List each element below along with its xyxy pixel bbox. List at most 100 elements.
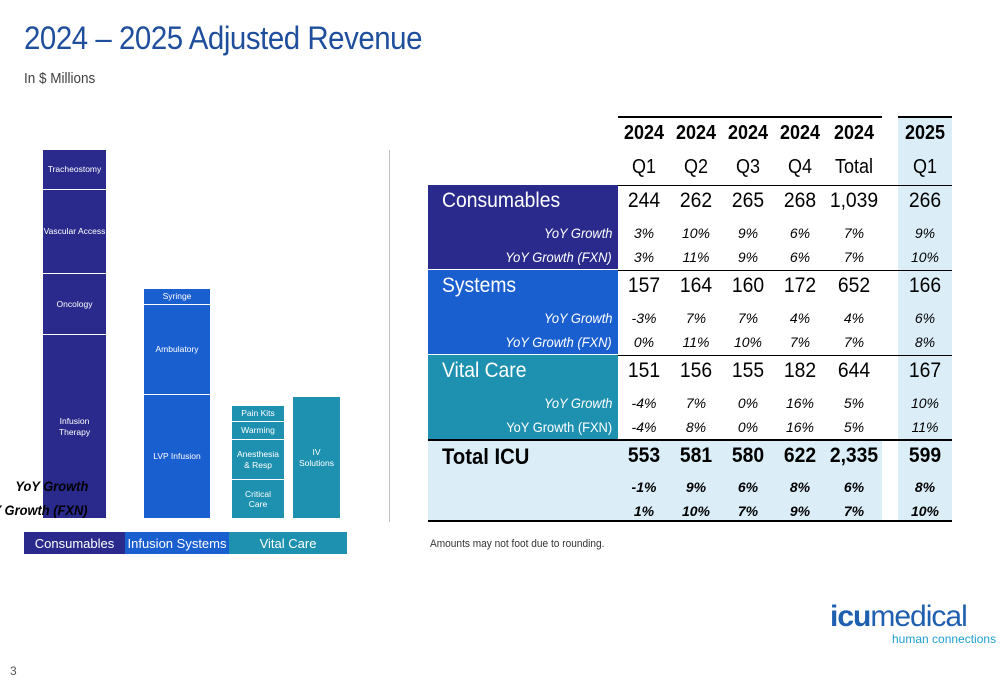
group-label-vital-care: Vital Care YoY Growth YoY Growth (FXN) bbox=[428, 355, 618, 439]
value-cell: 266 bbox=[908, 189, 942, 212]
value-cell: 155 bbox=[731, 359, 765, 382]
value-cell: 164 bbox=[679, 274, 713, 297]
yoy-label-total: YoY Growth bbox=[15, 478, 88, 494]
pct-cell: 7% bbox=[843, 503, 865, 519]
pct-cell: 8% bbox=[685, 419, 707, 435]
group-name: Vital Care bbox=[442, 359, 527, 382]
row-rule bbox=[618, 270, 952, 271]
total-top-rule bbox=[428, 439, 952, 441]
pct-cell: 1% bbox=[633, 503, 655, 519]
pct-cell: 5% bbox=[843, 395, 865, 411]
pct-cell: 7% bbox=[789, 334, 811, 350]
header-year: 2024 bbox=[623, 122, 665, 144]
segment-iv-solutions: IV Solutions bbox=[293, 397, 340, 518]
pct-cell: 9% bbox=[737, 249, 759, 265]
pct-cell: 6% bbox=[789, 249, 811, 265]
group-label-consumables: Consumables YoY Growth YoY Growth (FXN) bbox=[428, 185, 618, 269]
pct-cell: 9% bbox=[914, 225, 936, 241]
value-cell: 265 bbox=[731, 189, 765, 212]
pct-cell: 0% bbox=[737, 395, 759, 411]
header-year: 2024 bbox=[833, 122, 875, 144]
pct-cell: -4% bbox=[631, 395, 657, 411]
value-cell: 553 bbox=[627, 444, 661, 467]
segment-syringe: Syringe bbox=[144, 289, 210, 305]
page-subtitle: In $ Millions bbox=[24, 70, 96, 87]
value-cell: 581 bbox=[679, 444, 713, 467]
value-cell: 262 bbox=[679, 189, 713, 212]
pct-cell: 7% bbox=[843, 225, 865, 241]
value-cell: 151 bbox=[627, 359, 661, 382]
header-year: 2024 bbox=[779, 122, 821, 144]
pct-cell: 10% bbox=[681, 503, 711, 519]
header-period: Total bbox=[834, 156, 874, 178]
pct-cell: 7% bbox=[843, 249, 865, 265]
pct-cell: 7% bbox=[685, 395, 707, 411]
segment-oncology: Oncology bbox=[43, 274, 106, 335]
value-cell: 1,039 bbox=[829, 189, 879, 212]
value-cell: 156 bbox=[679, 359, 713, 382]
pct-cell: 8% bbox=[789, 479, 811, 495]
segment-vascular-access: Vascular Access bbox=[43, 190, 106, 274]
fxn-label-total: YoY Growth (FXN) bbox=[0, 502, 88, 518]
fxn-label: YoY Growth (FXN) bbox=[505, 249, 612, 265]
section-divider bbox=[389, 150, 390, 522]
pct-cell: 5% bbox=[843, 419, 865, 435]
pct-cell: 8% bbox=[914, 479, 936, 495]
logo-tagline: human connections bbox=[892, 632, 997, 646]
column-gap bbox=[882, 116, 898, 522]
value-cell: 2,335 bbox=[829, 444, 879, 467]
value-cell: 244 bbox=[627, 189, 661, 212]
logo-icu: icu bbox=[830, 600, 871, 633]
fxn-label: YoY Growth (FXN) bbox=[506, 419, 612, 435]
header-period: Q1 bbox=[912, 156, 938, 178]
pct-cell: 7% bbox=[685, 310, 707, 326]
pct-cell: 16% bbox=[785, 395, 815, 411]
segment-tracheostomy: Tracheostomy bbox=[43, 150, 106, 190]
pct-cell: 4% bbox=[843, 310, 865, 326]
pct-cell: -1% bbox=[631, 479, 657, 495]
category-vital-care: Vital Care bbox=[229, 532, 347, 554]
icu-medical-logo: icumedical human connections bbox=[830, 600, 996, 646]
value-cell: 580 bbox=[731, 444, 765, 467]
pct-cell: 7% bbox=[843, 334, 865, 350]
pct-cell: 7% bbox=[737, 503, 759, 519]
logo-medical: medical bbox=[870, 600, 967, 633]
header-year: 2025 bbox=[904, 122, 946, 144]
pct-cell: 0% bbox=[633, 334, 655, 350]
value-cell: 599 bbox=[908, 444, 942, 467]
total-row-highlight bbox=[428, 439, 952, 522]
segment-warming: Warming bbox=[232, 422, 284, 440]
pct-cell: 6% bbox=[789, 225, 811, 241]
value-cell: 268 bbox=[783, 189, 817, 212]
segment-lvp-infusion: LVP Infusion bbox=[144, 395, 210, 518]
footnote: Amounts may not foot due to rounding. bbox=[430, 538, 605, 550]
value-cell: 166 bbox=[908, 274, 942, 297]
header-rule-2024 bbox=[618, 116, 882, 118]
fxn-label: YoY Growth (FXN) bbox=[505, 334, 612, 350]
value-cell: 652 bbox=[837, 274, 871, 297]
pct-cell: 11% bbox=[682, 334, 710, 350]
segment-ambulatory: Ambulatory bbox=[144, 305, 210, 395]
pct-cell: -3% bbox=[631, 310, 657, 326]
pct-cell: 4% bbox=[789, 310, 811, 326]
header-rule-2025 bbox=[898, 116, 952, 118]
pct-cell: 9% bbox=[737, 225, 759, 241]
value-cell: 622 bbox=[783, 444, 817, 467]
pct-cell: 10% bbox=[910, 249, 940, 265]
group-name: Systems bbox=[442, 274, 517, 297]
segment-critical-care: Critical Care bbox=[232, 480, 284, 518]
pct-cell: -4% bbox=[631, 419, 657, 435]
pct-cell: 10% bbox=[910, 395, 940, 411]
value-cell: 167 bbox=[908, 359, 942, 382]
total-bottom-rule bbox=[428, 520, 952, 522]
header-period: Q2 bbox=[683, 156, 709, 178]
header-year: 2024 bbox=[727, 122, 769, 144]
value-cell: 644 bbox=[837, 359, 871, 382]
pct-cell: 6% bbox=[843, 479, 865, 495]
row-rule bbox=[618, 185, 952, 186]
header-period: Q1 bbox=[631, 156, 657, 178]
pct-cell: 9% bbox=[789, 503, 811, 519]
value-cell: 160 bbox=[731, 274, 765, 297]
pct-cell: 8% bbox=[914, 334, 936, 350]
pct-cell: 16% bbox=[785, 419, 815, 435]
